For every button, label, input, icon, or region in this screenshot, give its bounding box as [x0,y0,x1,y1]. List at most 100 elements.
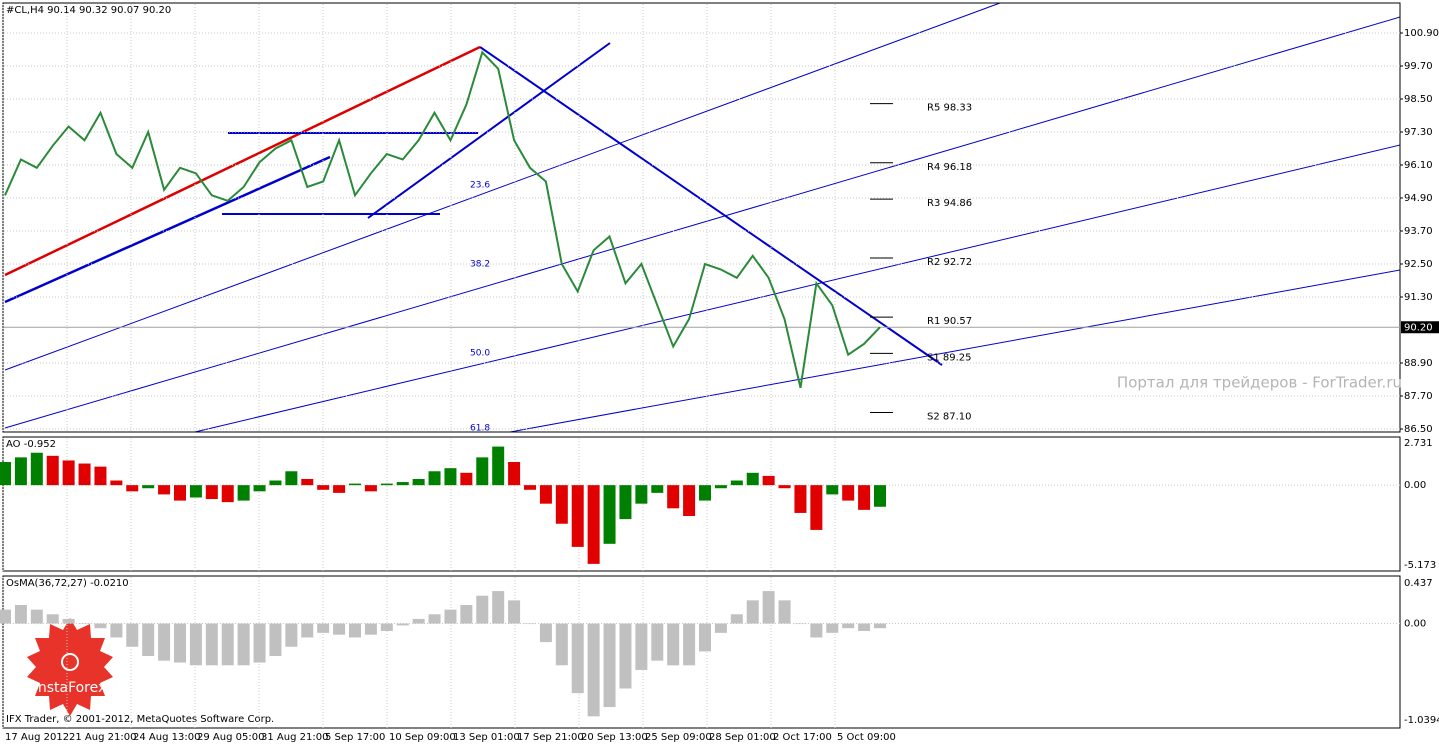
osma-bar [269,623,282,657]
price-tick-label: 87.70 [1404,391,1433,402]
ao-bar [508,462,521,486]
ao-bar [349,483,361,486]
instaforex-logo: InstaForex [27,618,113,716]
price-tick-label: 88.90 [1404,358,1433,369]
osma-bar [62,618,75,624]
ao-bar [364,485,377,492]
price-tick-label: 94.90 [1404,193,1433,204]
osma-bar [603,623,616,708]
ao-bar [762,475,775,486]
ao-bar [874,485,886,507]
time-label: 5 Oct 09:00 [837,732,896,743]
osma-bar [205,623,218,666]
osma-bar [94,623,107,629]
ao-bar [269,480,282,486]
osma-bar [858,623,871,631]
osma-bar [142,623,155,657]
ao-bar [174,485,186,501]
time-label: 10 Sep 09:00 [389,732,456,743]
time-label: 13 Sep 01:00 [453,732,520,743]
osma-bar [587,623,600,717]
osma-bar [635,623,648,670]
main-panel [2,2,1401,433]
ao-bar [794,485,807,513]
pivot-label: R4 96.18 [927,162,972,173]
osma-bar [14,604,27,624]
ao-bar [603,485,616,544]
time-label: 17 Sep 21:00 [517,732,584,743]
ao-bar [301,478,314,486]
osma-bar [253,623,266,663]
time-label: 20 Sep 13:00 [581,732,648,743]
osma-bar [683,623,696,666]
osma-bar [651,623,664,661]
ao-bar [221,485,234,503]
ao-bar [317,485,330,490]
ao-tick-label: 2.731 [1404,438,1433,449]
osma-bar [778,600,791,624]
ao-bar [412,478,425,486]
price-tick-label: 91.30 [1404,292,1433,303]
osma-bar [524,623,536,625]
fib-label: 61.8 [470,424,490,434]
osma-bar [301,623,314,638]
time-label: 29 Aug 05:00 [197,732,264,743]
ao-bar [428,471,441,486]
time-label: 5 Sep 17:00 [325,732,385,743]
time-label: 25 Sep 09:00 [645,732,712,743]
ao-bar [142,485,155,489]
osma-bar [762,591,775,624]
time-label: 2 Oct 17:00 [773,732,832,743]
osma-bar [349,623,361,638]
osma-bar [476,595,489,624]
osma-tick-label: 0.00 [1404,619,1426,630]
osma-bar [0,609,11,624]
osma-bar [158,623,171,661]
osma-bar [842,623,855,629]
ao-bar [333,485,346,493]
osma-bar [810,623,823,638]
osma-bar [699,623,711,652]
watermark: Портал для трейдеров - ForTrader.ru [1117,374,1402,392]
osma-bar [380,623,393,631]
ao-bar [555,485,568,524]
ao-bar [444,468,457,486]
ao-bar [30,452,43,486]
ao-bar [0,462,11,486]
trend-lines [4,2,1401,433]
osma-bar [619,623,632,689]
ao-bar [524,485,536,490]
pivot-label: S1 89.25 [927,352,972,363]
ao-bar [539,485,552,504]
osma-bar [396,623,409,626]
osma-bar [412,618,425,624]
price-line [4,50,881,389]
symbol-header: #CL,H4 90.14 90.32 90.07 90.20 [6,5,171,16]
ao-panel [2,436,1401,572]
osma-tick-label: 0.437 [1404,578,1433,589]
price-tick-label: 92.50 [1404,259,1433,270]
osma-bar [555,623,568,666]
price-tick-label: 86.50 [1404,424,1433,435]
price-tick-label: 99.70 [1404,61,1433,72]
ao-bar [14,457,27,486]
time-label: 28 Sep 01:00 [709,732,776,743]
ao-bar [285,471,298,486]
pivot-label: R1 90.57 [927,316,972,327]
ao-bar [699,485,711,501]
ao-bar [237,485,250,501]
pivot-label: R2 92.72 [927,257,972,268]
osma-bar [730,614,743,624]
osma-tick-label: -1.0394 [1404,715,1439,726]
ao-bar [587,485,600,564]
fib-label: 50.0 [470,349,490,359]
osma-bar [333,623,346,635]
ao-bar [158,485,171,495]
footer: IFX Trader, © 2001-2012, MetaQuotes Soft… [6,714,274,725]
price-tick-label: 97.30 [1404,127,1433,138]
ao-bar [730,480,743,486]
osma-bar [221,623,234,666]
osma-bar [508,600,521,624]
